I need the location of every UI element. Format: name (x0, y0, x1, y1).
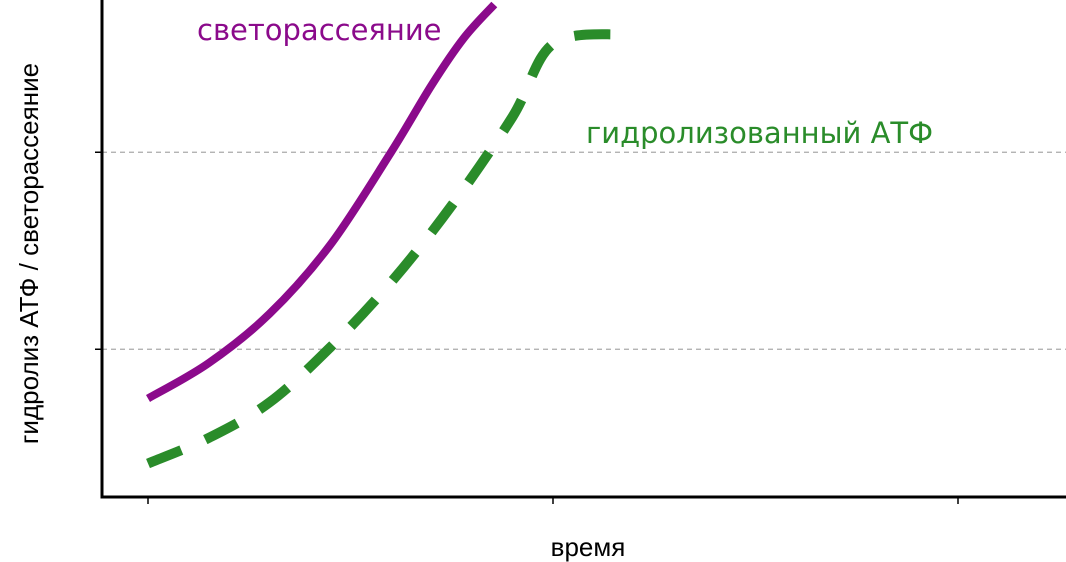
x-axis-label: время (551, 532, 626, 562)
series-label-light-scattering: светорассеяние (197, 13, 442, 47)
series-line-1 (146, 29, 623, 469)
axis-ticks (95, 151, 959, 504)
y-axis-label: гидролиз АТФ / светорассеяние (14, 63, 44, 444)
series-line-0 (145, 1, 498, 402)
grid-lines (102, 151, 1066, 350)
series-label-hydrolyzed-atp: гидролизованный АТФ (586, 116, 933, 150)
series-group (145, 1, 623, 469)
